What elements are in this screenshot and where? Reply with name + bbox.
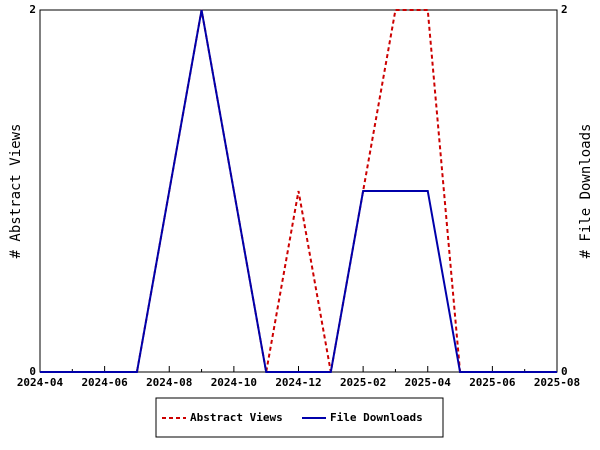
x-tick-label: 2025-04 xyxy=(405,376,452,389)
x-tick-label: 2025-08 xyxy=(534,376,580,389)
legend-label: File Downloads xyxy=(330,411,423,424)
x-tick-label: 2025-02 xyxy=(340,376,386,389)
x-tick-label: 2024-10 xyxy=(211,376,257,389)
y2-axis-title: # File Downloads xyxy=(578,124,594,259)
y-axis-title: # Abstract Views xyxy=(8,124,24,259)
x-tick-label: 2024-06 xyxy=(81,376,128,389)
legend-label: Abstract Views xyxy=(190,411,283,424)
y2-tick-label: 0 xyxy=(561,365,568,378)
x-tick-label: 2024-12 xyxy=(275,376,321,389)
y-tick-label: 0 xyxy=(29,365,36,378)
x-tick-label: 2024-08 xyxy=(146,376,192,389)
legend xyxy=(155,397,444,438)
x-tick-label: 2025-06 xyxy=(469,376,516,389)
series-line xyxy=(40,9,557,373)
y-tick-label: 2 xyxy=(29,3,36,16)
x-tick-label: 2024-04 xyxy=(17,376,64,389)
y2-tick-label: 2 xyxy=(561,3,568,16)
